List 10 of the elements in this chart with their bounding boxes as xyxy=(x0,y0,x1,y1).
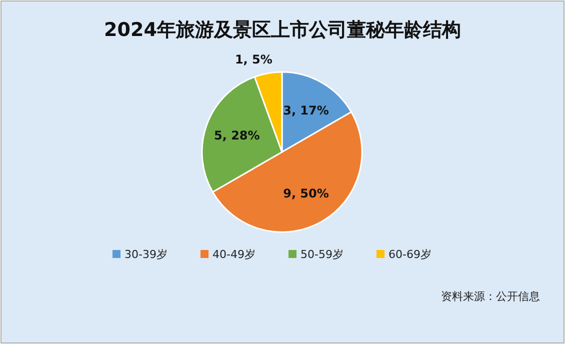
data-label: 1, 5% xyxy=(234,52,272,66)
legend-label: 30-39岁 xyxy=(124,248,168,261)
legend-label: 60-69岁 xyxy=(388,248,432,261)
legend-label: 50-59岁 xyxy=(300,248,344,261)
data-label: 5, 28% xyxy=(214,128,260,143)
chart-title: 2024年旅游及景区上市公司董秘年龄结构 xyxy=(104,19,461,41)
text: 资料来源：公开信息 xyxy=(441,290,540,303)
data-label: 9, 50% xyxy=(283,186,329,201)
legend-label: 40-49岁 xyxy=(212,248,256,261)
data-label: 3, 17% xyxy=(283,103,329,118)
